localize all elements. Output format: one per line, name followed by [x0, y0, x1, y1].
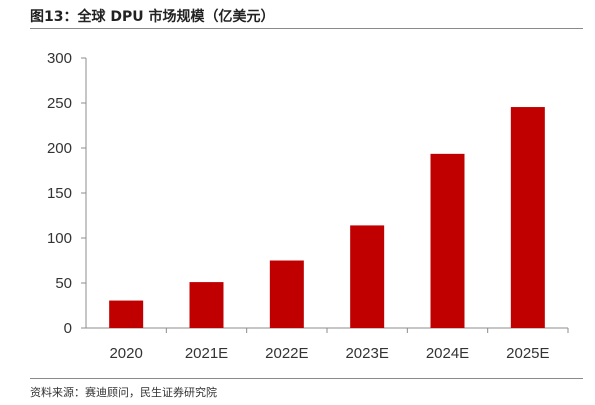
bar-2022E — [269, 260, 304, 328]
y-tick-label-1: 50 — [55, 275, 72, 292]
title-divider — [30, 28, 583, 29]
x-tick-label-2020: 2020 — [109, 345, 142, 362]
y-tick-label-3: 150 — [47, 185, 72, 202]
bar-2023E — [350, 225, 385, 328]
y-tick-label-4: 200 — [47, 140, 72, 157]
bar-2024E — [430, 153, 465, 328]
source-divider — [30, 378, 583, 379]
x-tick-label-2021E: 2021E — [185, 345, 228, 362]
y-tick-label-0: 0 — [64, 320, 72, 337]
bar-2025E — [510, 107, 545, 328]
x-tick-label-2023E: 2023E — [345, 345, 388, 362]
y-tick-label-2: 100 — [47, 230, 72, 247]
x-tick-label-2024E: 2024E — [426, 345, 469, 362]
bars-group — [109, 107, 545, 328]
source-note: 资料来源：赛迪顾问，民生证券研究院 — [30, 386, 217, 399]
bar-2021E — [189, 282, 224, 328]
x-tick-label-2025E: 2025E — [506, 345, 549, 362]
y-tick-label-5: 250 — [47, 95, 72, 112]
figure-title: 图13：全球 DPU 市场规模（亿美元） — [30, 9, 275, 25]
x-axis-labels: 2020 2021E 2022E 2023E 2024E 2025E — [109, 328, 569, 362]
y-tick-label-6: 300 — [47, 50, 72, 67]
y-axis-ticks: 0 50 100 150 200 250 300 — [47, 50, 86, 337]
x-tick-label-2022E: 2022E — [265, 345, 308, 362]
bar-2020 — [109, 300, 144, 328]
